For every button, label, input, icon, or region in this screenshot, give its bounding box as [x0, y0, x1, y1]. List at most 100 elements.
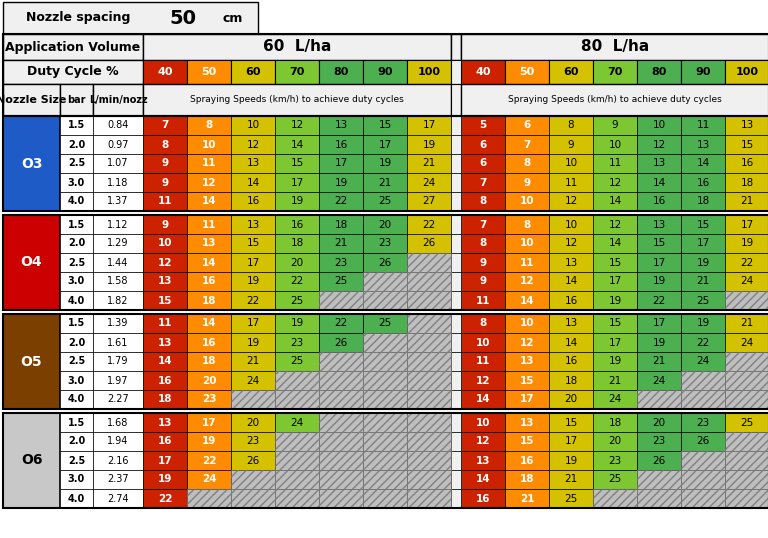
- Text: 9: 9: [161, 178, 168, 188]
- Bar: [461, 135, 505, 154]
- Bar: [725, 390, 768, 409]
- Text: 2.0: 2.0: [68, 337, 85, 348]
- Bar: [93, 173, 143, 192]
- Text: 24: 24: [202, 475, 217, 485]
- Bar: [363, 390, 407, 409]
- Bar: [319, 234, 363, 253]
- Text: 21: 21: [652, 357, 666, 366]
- Text: 10: 10: [202, 139, 217, 150]
- Bar: [451, 352, 461, 371]
- Bar: [275, 253, 319, 272]
- Bar: [407, 234, 451, 253]
- Text: 16: 16: [334, 139, 348, 150]
- Bar: [505, 60, 549, 84]
- Text: 9: 9: [479, 258, 487, 267]
- Bar: [187, 314, 231, 333]
- Text: 14: 14: [608, 196, 621, 207]
- Bar: [593, 215, 637, 234]
- Text: 11: 11: [475, 295, 490, 306]
- Text: 60: 60: [245, 67, 261, 77]
- Bar: [725, 60, 768, 84]
- Text: 19: 19: [202, 436, 216, 447]
- Bar: [275, 314, 319, 333]
- Bar: [505, 413, 549, 432]
- Text: 15: 15: [290, 159, 303, 168]
- Bar: [231, 173, 275, 192]
- Text: 21: 21: [379, 178, 392, 188]
- Text: 22: 22: [157, 493, 172, 504]
- Bar: [275, 371, 319, 390]
- Text: 25: 25: [379, 318, 392, 329]
- Text: 27: 27: [422, 196, 435, 207]
- Bar: [143, 272, 187, 291]
- Text: 24: 24: [652, 376, 666, 386]
- Bar: [637, 272, 681, 291]
- Bar: [725, 451, 768, 470]
- Text: 3.0: 3.0: [68, 376, 85, 386]
- Text: 19: 19: [247, 277, 260, 287]
- Text: 9: 9: [611, 121, 618, 131]
- Bar: [60, 253, 93, 272]
- Bar: [593, 432, 637, 451]
- Bar: [637, 253, 681, 272]
- Text: 2.5: 2.5: [68, 357, 85, 366]
- Bar: [3, 413, 768, 508]
- Bar: [363, 390, 407, 409]
- Bar: [3, 215, 60, 310]
- Text: 12: 12: [290, 121, 303, 131]
- Text: 1.39: 1.39: [108, 318, 129, 329]
- Text: 19: 19: [290, 196, 303, 207]
- Bar: [407, 371, 451, 390]
- Text: 90: 90: [695, 67, 710, 77]
- Text: 11: 11: [608, 159, 621, 168]
- Bar: [407, 272, 451, 291]
- Text: 10: 10: [475, 417, 490, 428]
- Bar: [407, 154, 451, 173]
- Bar: [505, 272, 549, 291]
- Text: 12: 12: [520, 337, 535, 348]
- Bar: [143, 390, 187, 409]
- Text: 12: 12: [475, 436, 490, 447]
- Bar: [637, 154, 681, 173]
- Text: 19: 19: [422, 139, 435, 150]
- Bar: [407, 451, 451, 470]
- Bar: [407, 333, 451, 352]
- Bar: [319, 451, 363, 470]
- Text: 25: 25: [334, 277, 348, 287]
- Bar: [593, 154, 637, 173]
- Bar: [593, 333, 637, 352]
- Bar: [275, 272, 319, 291]
- Bar: [637, 371, 681, 390]
- Text: 10: 10: [520, 238, 535, 249]
- Text: 16: 16: [652, 196, 666, 207]
- Bar: [549, 413, 593, 432]
- Text: 12: 12: [608, 178, 621, 188]
- Bar: [60, 135, 93, 154]
- Bar: [319, 470, 363, 489]
- Bar: [275, 470, 319, 489]
- Text: 16: 16: [202, 277, 217, 287]
- Bar: [725, 489, 768, 508]
- Text: Nozzle spacing: Nozzle spacing: [26, 11, 131, 25]
- Text: 16: 16: [247, 196, 260, 207]
- Bar: [187, 272, 231, 291]
- Text: 14: 14: [697, 159, 710, 168]
- Bar: [451, 173, 461, 192]
- Text: 0.97: 0.97: [108, 139, 129, 150]
- Text: 17: 17: [290, 178, 303, 188]
- Text: 2.27: 2.27: [107, 394, 129, 405]
- Text: 14: 14: [202, 196, 217, 207]
- Bar: [60, 215, 93, 234]
- Text: 19: 19: [652, 277, 666, 287]
- Text: 15: 15: [608, 318, 621, 329]
- Bar: [187, 489, 231, 508]
- Bar: [681, 352, 725, 371]
- Bar: [451, 291, 461, 310]
- Bar: [363, 451, 407, 470]
- Text: 1.5: 1.5: [68, 121, 85, 131]
- Bar: [681, 489, 725, 508]
- Bar: [407, 314, 451, 333]
- Text: 14: 14: [564, 337, 578, 348]
- Text: 0.84: 0.84: [108, 121, 129, 131]
- Text: 13: 13: [520, 357, 535, 366]
